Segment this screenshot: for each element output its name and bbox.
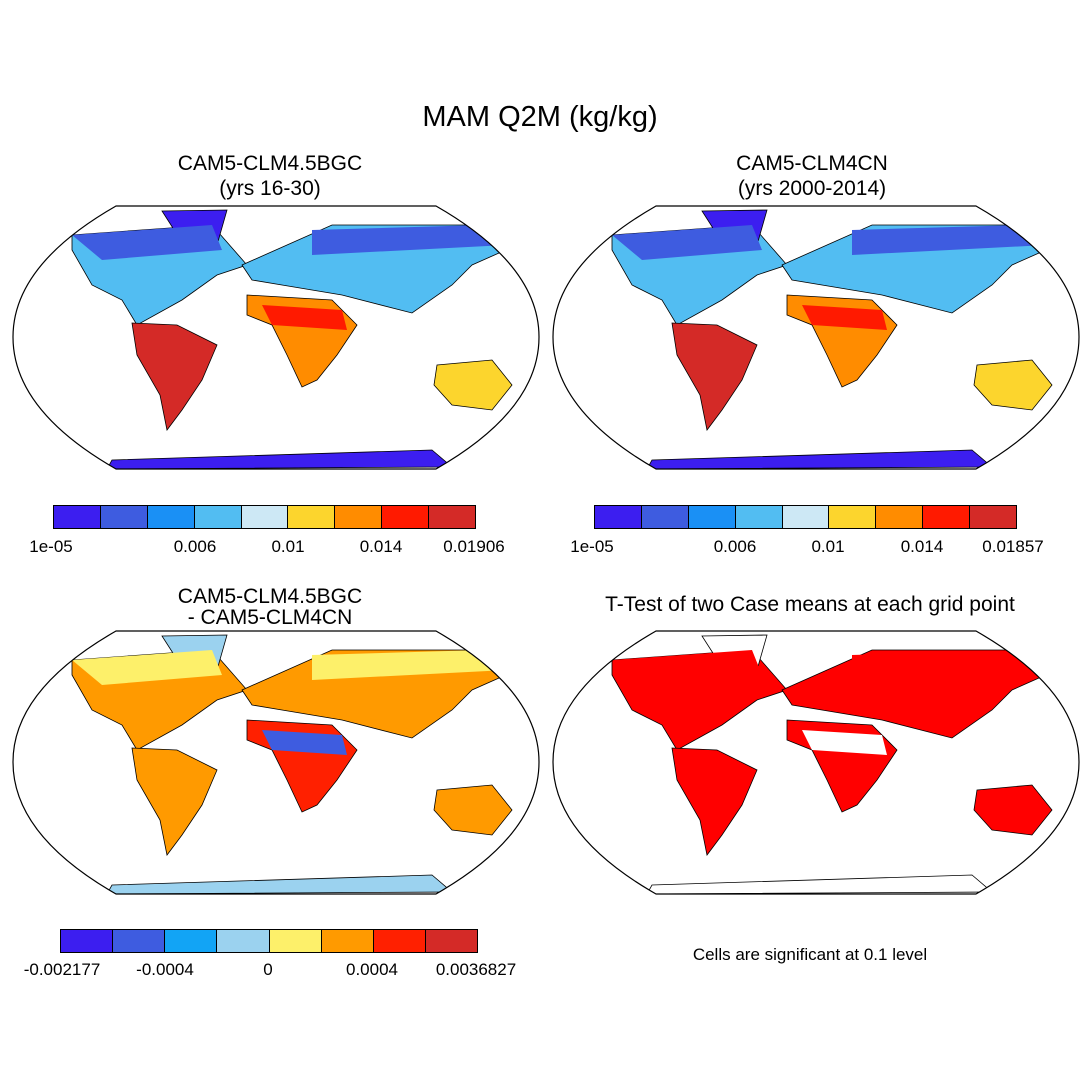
colorbar-swatch (595, 506, 642, 528)
colorbar-tick-label: 0.0004 (346, 960, 398, 979)
colorbar-tick-label: 0.01857 (982, 537, 1044, 556)
panel-title-difference: CAM5-CLM4.5BGC (177, 585, 363, 608)
colorbar-swatch (688, 506, 736, 528)
colorbar-swatch (100, 506, 148, 528)
land-region-sa (671, 322, 758, 431)
map-border (12, 630, 540, 895)
land-region-au (973, 784, 1053, 836)
land-region-an (106, 874, 454, 894)
map-case1 (12, 205, 540, 470)
land-region-na-north (612, 225, 762, 260)
colorbar-tick-label: 1e-05 (29, 537, 73, 556)
land-region-au (973, 359, 1053, 411)
colorbar-tick-label: 0.01 (271, 537, 305, 556)
colorbar-case2 (594, 505, 1017, 529)
colorbar-swatch (288, 506, 336, 528)
colorbar-tick-label: -0.0004 (136, 960, 194, 979)
significance-note: Cells are significant at 0.1 level (692, 945, 928, 964)
colorbar-difference (60, 929, 478, 953)
panel-subtitle-case2: (yrs 2000-2014) (737, 177, 887, 200)
map-land-layer (71, 634, 518, 894)
colorbar-tick-label: 0.006 (713, 537, 757, 556)
land-region-na-north (72, 225, 222, 260)
land-region-au (433, 784, 513, 836)
map-difference (12, 630, 540, 895)
colorbar-swatch (194, 506, 242, 528)
colorbar-swatch (54, 506, 101, 528)
land-region-tropical-band (262, 305, 347, 330)
colorbar-swatch (335, 506, 383, 528)
map-border (552, 630, 1080, 895)
panel-subtitle-difference: - CAM5-CLM4CN (187, 606, 353, 629)
land-region-an (646, 449, 994, 469)
land-region-tropical-band (802, 305, 887, 330)
colorbar-swatch (113, 930, 166, 952)
colorbar-swatch (217, 930, 270, 952)
land-region-an (646, 874, 994, 894)
colorbar-tick-label: 0.01906 (443, 537, 505, 556)
land-region-eurasia-north (312, 225, 507, 255)
colorbar-swatch (735, 506, 783, 528)
colorbar-swatch (269, 930, 322, 952)
land-region-eurasia-north (852, 650, 1047, 680)
colorbar-swatch (876, 506, 924, 528)
map-case2 (552, 205, 1080, 470)
panel-subtitle-case1: (yrs 16-30) (219, 177, 321, 200)
colorbar-swatch (425, 930, 477, 952)
colorbar-tick-label: -0.002177 (23, 960, 101, 979)
colorbar-tick-label: 0 (263, 960, 273, 979)
colorbar-swatch (970, 506, 1017, 528)
colorbar-swatch (641, 506, 689, 528)
land-region-eurasia-north (852, 225, 1047, 255)
colorbar-swatch (165, 930, 218, 952)
colorbar-tick-label: 0.006 (173, 537, 217, 556)
map-ttest (552, 630, 1080, 895)
panel-title-case2: CAM5-CLM4CN (736, 152, 888, 175)
colorbar-swatch (147, 506, 195, 528)
land-region-na-north (612, 650, 762, 685)
figure-title: MAM Q2M (kg/kg) (422, 101, 658, 133)
colorbar-swatch (829, 506, 877, 528)
panel-title-case1: CAM5-CLM4.5BGC (177, 152, 363, 175)
map-land-layer (611, 634, 1058, 894)
colorbar-case1 (53, 505, 476, 529)
colorbar-swatch (382, 506, 430, 528)
land-region-an (106, 449, 454, 469)
land-region-tropical-band (802, 730, 887, 755)
colorbar-swatch (373, 930, 426, 952)
panel-title-ttest: T-Test of two Case means at each grid po… (605, 593, 1015, 616)
colorbar-tick-label: 0.0036827 (435, 960, 517, 979)
colorbar-swatch (321, 930, 374, 952)
land-region-eurasia-north (312, 650, 507, 680)
colorbar-tick-label: 0.014 (359, 537, 403, 556)
land-region-sa (671, 747, 758, 856)
colorbar-swatch (429, 506, 476, 528)
map-land-layer (611, 209, 1058, 469)
land-region-au (433, 359, 513, 411)
map-border (552, 205, 1080, 470)
colorbar-tick-label: 0.01 (811, 537, 845, 556)
land-region-tropical-band (262, 730, 347, 755)
colorbar-tick-label: 0.014 (900, 537, 944, 556)
land-region-sa (131, 322, 218, 431)
colorbar-swatch (782, 506, 830, 528)
land-region-sa (131, 747, 218, 856)
map-land-layer (71, 209, 518, 469)
map-border (12, 205, 540, 470)
colorbar-swatch (923, 506, 971, 528)
colorbar-swatch (241, 506, 289, 528)
colorbar-tick-label: 1e-05 (570, 537, 614, 556)
colorbar-swatch (61, 930, 114, 952)
land-region-na-north (72, 650, 222, 685)
